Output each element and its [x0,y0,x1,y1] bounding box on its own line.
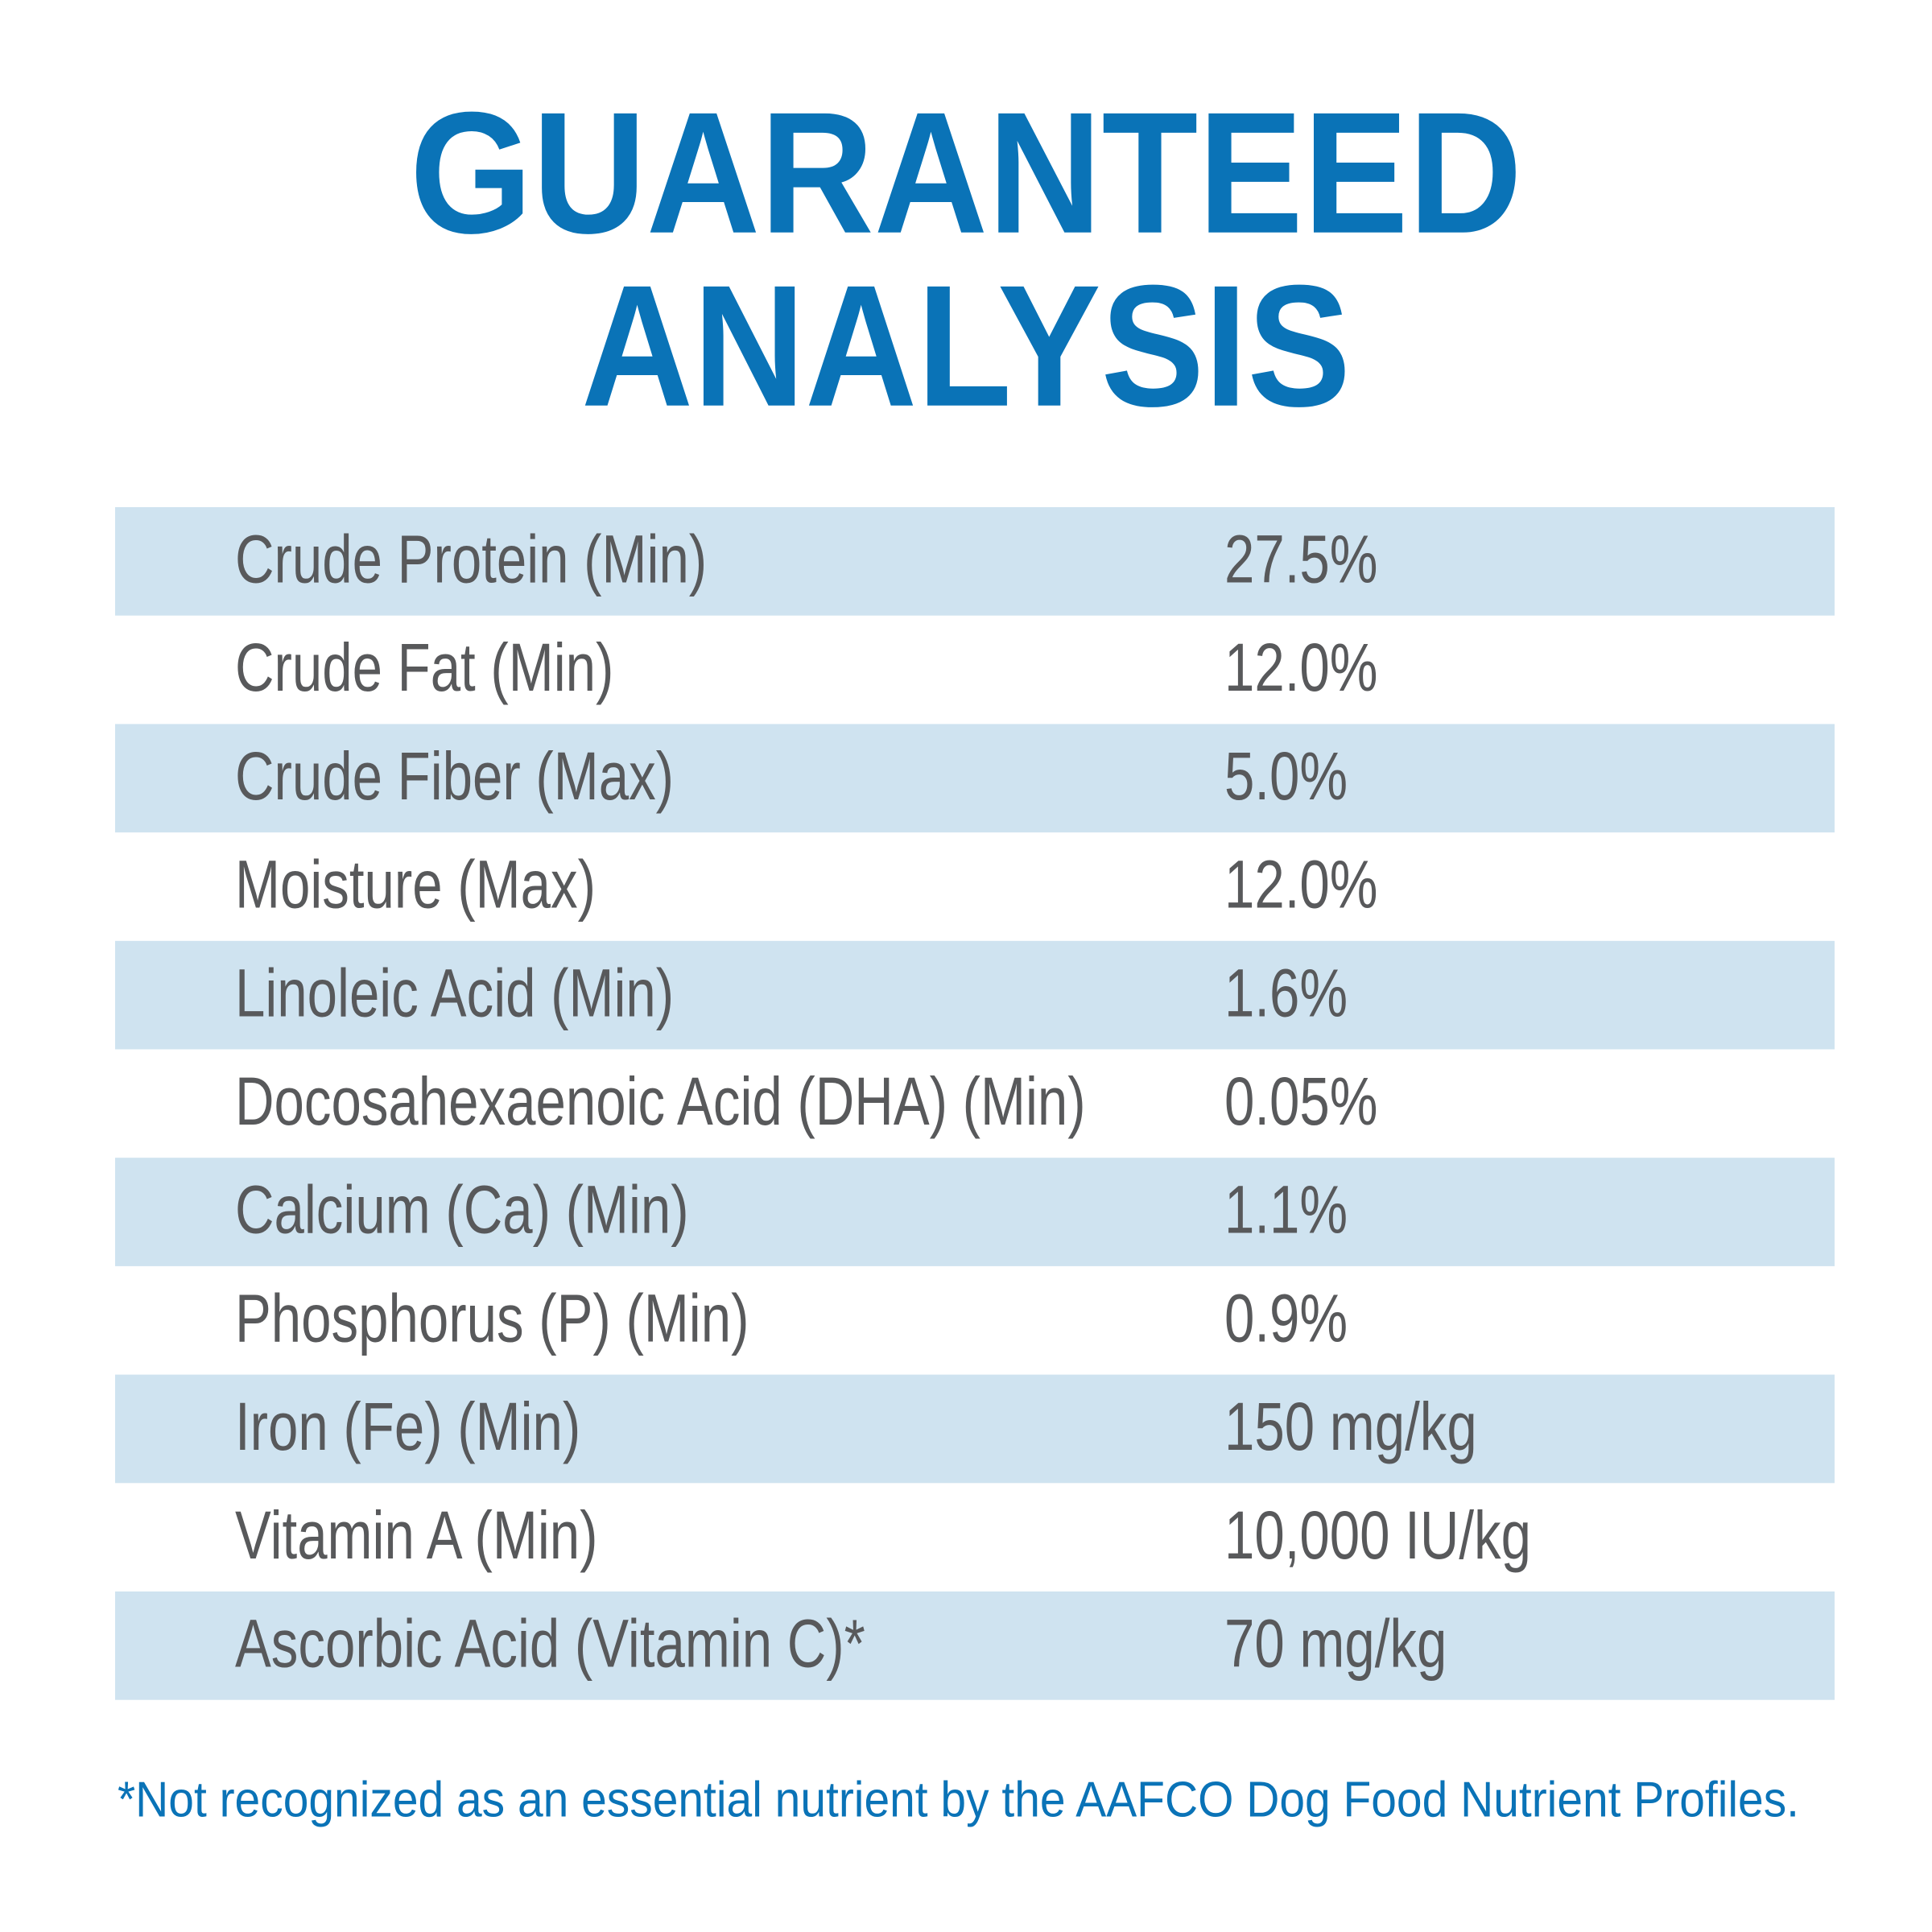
nutrient-value: 0.9% [1224,1281,1348,1356]
nutrient-value: 12.0% [1224,630,1378,706]
nutrient-value: 70 mg/kg [1224,1606,1447,1682]
nutrient-label: Iron (Fe) (Min) [235,1389,580,1465]
nutrient-label: Moisture (Max) [235,848,596,923]
nutrient-label: Linoleic Acid (Min) [235,956,674,1031]
nutrient-label: Crude Protein (Min) [235,522,707,597]
row-band [115,1374,1835,1484]
row-band [115,724,1835,833]
title-line: ANALYSIS [581,249,1351,443]
nutrient-label: Vitamin A (Min) [235,1498,598,1574]
nutrient-label: Ascorbic Acid (Vitamin C)* [235,1606,865,1682]
table: Crude Protein (Min) 27.5% Crude Fat (Min) 1… [115,507,1835,1700]
nutrient-label: Docosahexaenoic Acid (DHA) (Min) [235,1064,1086,1140]
nutrient-value: 1.1% [1224,1173,1348,1249]
footnote: *Not recognized as an essential nutrient… [118,1772,1799,1827]
nutrient-label: Crude Fiber (Max) [235,739,674,815]
row-band [115,1591,1835,1700]
nutrient-value: 0.05% [1224,1064,1378,1140]
title-line: GUARANTEED [410,76,1522,270]
nutrient-label: Calcium (Ca) (Min) [235,1173,689,1249]
row-band [115,940,1835,1050]
nutrient-value: 12.0% [1224,848,1378,923]
nutrient-label: Phosphorus (P) (Min) [235,1281,749,1356]
nutrient-value: 27.5% [1224,522,1378,597]
nutrient-value: 5.0% [1224,739,1348,815]
nutrient-value: 1.6% [1224,956,1348,1031]
nutrient-value: 10,000 IU/kg [1224,1498,1531,1574]
row-band [115,1158,1835,1266]
row-band [115,507,1835,616]
nutrient-value: 150 mg/kg [1224,1389,1477,1465]
nutrient-label: Crude Fat (Min) [235,630,613,706]
